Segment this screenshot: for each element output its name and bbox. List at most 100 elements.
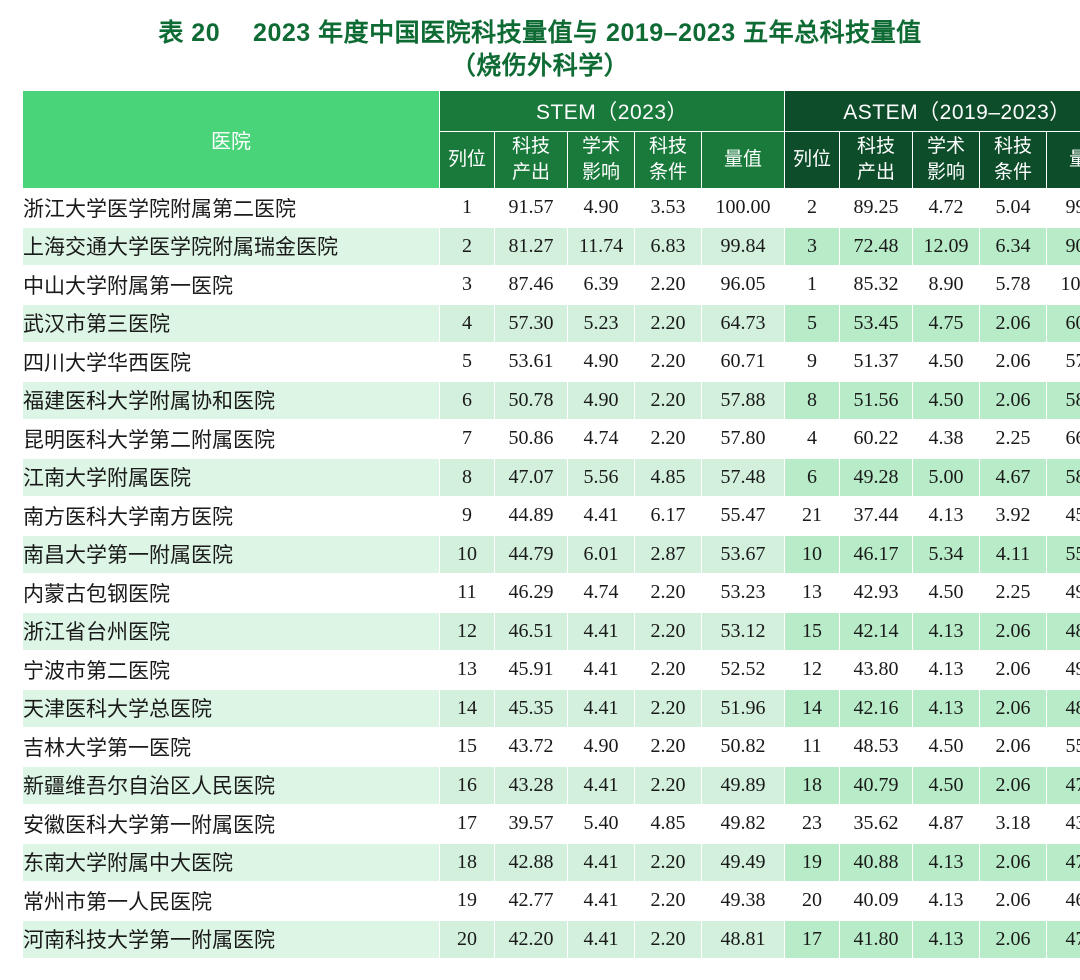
cell-stem-conditions: 2.20 (634, 573, 702, 613)
cell-stem-rank: 17 (439, 804, 495, 844)
table-title-line-1: 表 20 2023 年度中国医院科技量值与 2019–2023 五年总科技量值 (158, 19, 922, 47)
cell-astem-conditions: 2.06 (979, 688, 1048, 728)
cell-astem-output: 49.28 (839, 457, 914, 497)
cell-astem-impact: 8.90 (912, 265, 981, 305)
column-header-astem-conditions: 科技 条件 (979, 131, 1048, 189)
cell-stem-rank: 1 (439, 188, 495, 228)
cell-stem-output: 42.88 (494, 842, 568, 882)
cell-astem-value: 58.12 (1046, 380, 1080, 420)
cell-stem-conditions: 2.20 (634, 303, 702, 343)
cell-astem-conditions: 2.06 (979, 303, 1048, 343)
cell-stem-conditions: 2.20 (634, 342, 702, 382)
cell-astem-value: 58.95 (1046, 457, 1080, 497)
cell-stem-impact: 4.41 (567, 611, 635, 651)
cell-astem-conditions: 2.06 (979, 380, 1048, 420)
cell-stem-value: 100.00 (700, 188, 786, 228)
cell-stem-output: 43.28 (494, 765, 568, 805)
cell-stem-output: 42.77 (494, 881, 568, 921)
cell-stem-rank: 3 (439, 265, 495, 305)
cell-stem-output: 45.35 (494, 688, 568, 728)
table-row: 新疆维吾尔自治区人民医院 16 43.28 4.41 2.20 49.89 18 40.79 4… (22, 765, 1080, 805)
column-header-stem-conditions: 科技 条件 (634, 131, 702, 189)
cell-stem-rank: 13 (439, 650, 495, 690)
cell-astem-value: 55.62 (1046, 534, 1080, 574)
cell-stem-rank: 11 (439, 573, 495, 613)
cell-astem-value: 48.33 (1046, 611, 1080, 651)
cell-stem-impact: 4.90 (567, 727, 635, 767)
cell-astem-impact: 5.34 (912, 534, 981, 574)
cell-astem-rank: 1 (784, 265, 841, 305)
cell-astem-output: 40.88 (839, 842, 914, 882)
cell-stem-conditions: 2.20 (634, 765, 702, 805)
cell-stem-output: 44.89 (494, 496, 568, 536)
column-header-stem-output: 科技 产出 (494, 131, 568, 189)
cell-astem-value: 45.49 (1046, 496, 1080, 536)
cell-stem-value: 49.89 (700, 765, 786, 805)
cell-stem-conditions: 2.20 (634, 727, 702, 767)
column-header-stem-rank: 列位 (439, 131, 495, 189)
cell-stem-value: 53.67 (700, 534, 786, 574)
cell-stem-output: 50.78 (494, 380, 568, 420)
table-row: 江南大学附属医院 8 47.07 5.56 4.85 57.48 6 49.28 5.00 4.6… (22, 457, 1080, 497)
cell-hospital-name: 天津医科大学总医院 (22, 688, 440, 728)
cell-astem-conditions: 6.34 (979, 226, 1048, 266)
table-row: 常州市第一人民医院 19 42.77 4.41 2.20 49.38 20 40.09 4.13… (22, 881, 1080, 921)
cell-stem-impact: 4.41 (567, 496, 635, 536)
cell-stem-impact: 6.39 (567, 265, 635, 305)
table-row: 天津医科大学总医院 14 45.35 4.41 2.20 51.96 14 42.16 4.13… (22, 688, 1080, 728)
cell-astem-value: 49.99 (1046, 650, 1080, 690)
cell-stem-rank: 4 (439, 303, 495, 343)
cell-stem-value: 49.38 (700, 881, 786, 921)
cell-astem-rank: 21 (784, 496, 841, 536)
cell-astem-output: 43.80 (839, 650, 914, 690)
cell-astem-value: 46.28 (1046, 881, 1080, 921)
cell-stem-output: 46.51 (494, 611, 568, 651)
cell-stem-rank: 9 (439, 496, 495, 536)
cell-stem-impact: 4.74 (567, 419, 635, 459)
cell-astem-conditions: 2.25 (979, 419, 1048, 459)
cell-hospital-name: 安徽医科大学第一附属医院 (22, 804, 440, 844)
cell-astem-output: 40.79 (839, 765, 914, 805)
cell-astem-output: 42.14 (839, 611, 914, 651)
cell-stem-conditions: 4.85 (634, 457, 702, 497)
cell-hospital-name: 河南科技大学第一附属医院 (22, 919, 440, 959)
cell-astem-rank: 6 (784, 457, 841, 497)
cell-stem-output: 44.79 (494, 534, 568, 574)
cell-astem-conditions: 2.06 (979, 342, 1048, 382)
cell-astem-conditions: 2.06 (979, 842, 1048, 882)
cell-stem-rank: 20 (439, 919, 495, 959)
cell-stem-conditions: 2.20 (634, 650, 702, 690)
cell-stem-rank: 14 (439, 688, 495, 728)
cell-stem-impact: 4.41 (567, 842, 635, 882)
table-row: 昆明医科大学第二附属医院 7 50.86 4.74 2.20 57.80 4 60.22 4.3… (22, 419, 1080, 459)
cell-astem-output: 41.80 (839, 919, 914, 959)
cell-astem-rank: 18 (784, 765, 841, 805)
cell-astem-rank: 3 (784, 226, 841, 266)
cell-stem-conditions: 2.20 (634, 611, 702, 651)
cell-astem-impact: 4.50 (912, 573, 981, 613)
cell-astem-impact: 4.13 (912, 688, 981, 728)
cell-hospital-name: 常州市第一人民医院 (22, 881, 440, 921)
cell-stem-conditions: 2.20 (634, 688, 702, 728)
cell-hospital-name: 浙江省台州医院 (22, 611, 440, 651)
ranking-table-container: 医院 STEM（2023） ASTEM（2019–2023） 列位 科技 产出 … (22, 90, 1080, 959)
cell-astem-value: 47.35 (1046, 765, 1080, 805)
cell-stem-conditions: 2.20 (634, 919, 702, 959)
cell-stem-output: 50.86 (494, 419, 568, 459)
cell-stem-value: 51.96 (700, 688, 786, 728)
cell-stem-rank: 6 (439, 380, 495, 420)
cell-hospital-name: 上海交通大学医学院附属瑞金医院 (22, 226, 440, 266)
table-row: 宁波市第二医院 13 45.91 4.41 2.20 52.52 12 43.80 4.13 2.… (22, 650, 1080, 690)
cell-stem-rank: 8 (439, 457, 495, 497)
cell-stem-impact: 4.74 (567, 573, 635, 613)
cell-hospital-name: 四川大学华西医院 (22, 342, 440, 382)
column-header-stem-impact: 学术 影响 (567, 131, 635, 189)
cell-astem-output: 53.45 (839, 303, 914, 343)
cell-astem-value: 49.68 (1046, 573, 1080, 613)
cell-hospital-name: 东南大学附属中大医院 (22, 842, 440, 882)
cell-astem-impact: 4.87 (912, 804, 981, 844)
column-header-astem-impact: 学术 影响 (912, 131, 981, 189)
table-row: 福建医科大学附属协和医院 6 50.78 4.90 2.20 57.88 8 51.56 4.5… (22, 380, 1080, 420)
cell-stem-impact: 5.23 (567, 303, 635, 343)
